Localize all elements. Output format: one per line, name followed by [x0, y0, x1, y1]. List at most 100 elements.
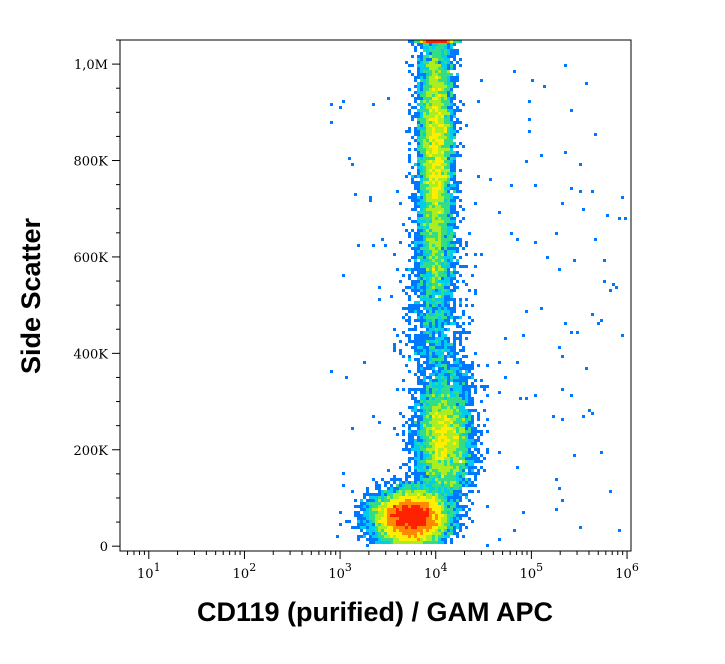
density-cell: [426, 457, 429, 460]
density-cell: [465, 364, 468, 367]
density-cell: [459, 256, 462, 259]
density-cell: [459, 304, 462, 307]
density-cell: [351, 163, 354, 166]
density-cell: [429, 313, 432, 316]
density-cell: [438, 364, 441, 367]
density-cell: [432, 106, 435, 109]
density-cell: [486, 448, 489, 451]
density-cell: [450, 145, 453, 148]
density-cell: [438, 106, 441, 109]
density-cell: [453, 82, 456, 85]
density-cell: [426, 505, 429, 508]
density-cell: [453, 412, 456, 415]
density-cell: [459, 505, 462, 508]
density-cell: [447, 490, 450, 493]
density-cell: [417, 127, 420, 130]
density-cell: [417, 463, 420, 466]
density-cell: [459, 40, 462, 43]
density-cell: [459, 433, 462, 436]
density-cell: [381, 526, 384, 529]
density-cell: [513, 529, 516, 532]
density-cell: [396, 541, 399, 544]
density-cell: [453, 67, 456, 70]
density-cell: [393, 505, 396, 508]
density-cell: [417, 121, 420, 124]
density-cell: [450, 133, 453, 136]
density-cell: [444, 343, 447, 346]
density-cell: [429, 178, 432, 181]
density-cell: [387, 532, 390, 535]
density-cell: [426, 61, 429, 64]
density-cell: [444, 490, 447, 493]
density-cell: [396, 496, 399, 499]
density-cell: [423, 91, 426, 94]
density-cell: [375, 502, 378, 505]
density-cell: [435, 403, 438, 406]
density-cell: [447, 388, 450, 391]
density-cell: [423, 430, 426, 433]
density-cell: [438, 289, 441, 292]
density-cell: [432, 472, 435, 475]
density-cell: [450, 484, 453, 487]
density-cell: [438, 415, 441, 418]
density-cell: [561, 202, 564, 205]
density-cell: [414, 430, 417, 433]
density-cell: [432, 241, 435, 244]
density-cell: [414, 301, 417, 304]
density-cell: [429, 76, 432, 79]
density-cell: [399, 466, 402, 469]
density-cell: [414, 463, 417, 466]
density-cell: [468, 445, 471, 448]
density-cell: [456, 361, 459, 364]
density-cell: [432, 430, 435, 433]
density-cell: [444, 154, 447, 157]
density-cell: [465, 412, 468, 415]
density-cell: [450, 280, 453, 283]
density-cell: [465, 304, 468, 307]
density-cell: [465, 439, 468, 442]
density-cell: [474, 484, 477, 487]
density-cell: [465, 454, 468, 457]
density-cell: [405, 517, 408, 520]
density-cell: [444, 262, 447, 265]
density-cell: [432, 448, 435, 451]
density-cell: [366, 520, 369, 523]
density-cell: [417, 268, 420, 271]
density-cell: [450, 172, 453, 175]
density-cell: [459, 241, 462, 244]
density-cell: [453, 304, 456, 307]
density-cell: [441, 307, 444, 310]
density-cell: [447, 415, 450, 418]
density-cell: [426, 49, 429, 52]
density-cell: [474, 460, 477, 463]
density-cell: [432, 157, 435, 160]
density-cell: [441, 160, 444, 163]
density-cell: [420, 139, 423, 142]
density-cell: [474, 379, 477, 382]
density-cell: [423, 397, 426, 400]
density-cell: [435, 472, 438, 475]
density-cell: [453, 418, 456, 421]
density-cell: [459, 100, 462, 103]
density-cell: [381, 499, 384, 502]
density-cell: [447, 244, 450, 247]
density-cell: [411, 247, 414, 250]
density-cell: [459, 349, 462, 352]
density-cell: [423, 199, 426, 202]
density-cell: [423, 472, 426, 475]
density-cell: [453, 409, 456, 412]
density-cell: [459, 220, 462, 223]
density-cell: [426, 238, 429, 241]
density-cell: [378, 523, 381, 526]
density-cell: [360, 520, 363, 523]
density-cell: [393, 514, 396, 517]
density-cell: [453, 493, 456, 496]
density-cell: [435, 445, 438, 448]
density-cell: [453, 181, 456, 184]
density-cell: [381, 505, 384, 508]
density-cell: [441, 538, 444, 541]
density-cell: [393, 478, 396, 481]
density-cell: [435, 520, 438, 523]
density-cell: [432, 163, 435, 166]
density-cell: [393, 517, 396, 520]
